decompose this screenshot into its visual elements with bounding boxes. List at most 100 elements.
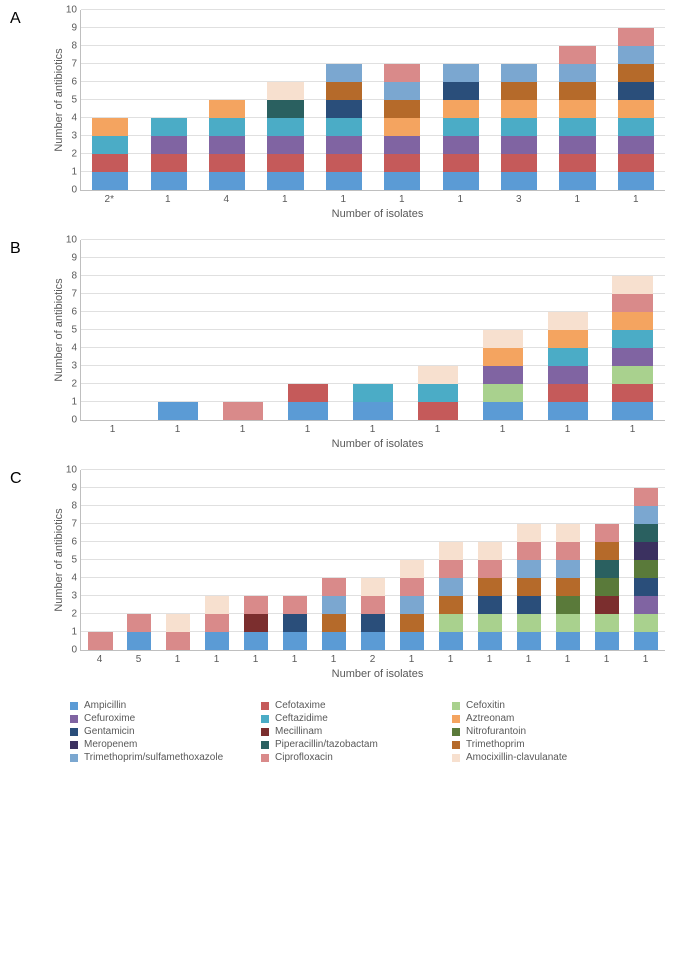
legend-swatch [261,715,269,723]
bar-segment-ceftazidime [443,118,479,136]
legend-item-piptazo: Piperacillin/tazobactam [261,739,444,750]
stacked-bar [283,596,307,650]
x-tick-label: 1 [80,421,145,435]
legend-label: Cefuroxime [84,713,135,724]
y-axis-title: Number of antibiotics [53,48,65,151]
bar-segment-aztreonam [209,100,245,118]
y-tick-label: 0 [71,185,81,196]
stacked-bar [158,402,198,420]
bar-slot [237,470,276,650]
bar-segment-trimethoprim [400,614,424,632]
stacked-bar [322,578,346,650]
bar-segment-cefuroxime [443,136,479,154]
bar-segment-meropenem [634,542,658,560]
stacked-bar [517,524,541,650]
bar-segment-gentamicin [618,82,654,100]
legend-item-cefoxitin: Cefoxitin [452,700,635,711]
bar-segment-cefotaxime [267,154,303,172]
bar-segment-aztreonam [92,118,128,136]
y-tick-label: 0 [71,645,81,656]
bar-segment-ciprofloxacin [88,632,112,650]
x-tick-label: 1 [548,191,607,205]
bar-segment-ciprofloxacin [223,402,263,420]
bar-slot [81,240,146,420]
bar-segment-amoxclav [267,82,303,100]
legend-label: Ceftazidime [275,713,328,724]
bar-slot [341,240,406,420]
bar-segment-cefoxitin [556,614,580,632]
bar-segment-tmpsmx [618,46,654,64]
bars-container [81,240,665,420]
stacked-bar [88,632,112,650]
y-tick-label: 1 [71,167,81,178]
x-tick-label: 1 [139,191,198,205]
bar-segment-ampicillin [517,632,541,650]
bar-segment-trimethoprim [595,542,619,560]
bar-segment-amoxclav [205,596,229,614]
bar-segment-aztreonam [548,330,588,348]
bar-segment-piptazo [634,524,658,542]
panel-B: BNumber of antibiotics012345678910111111… [10,240,675,450]
legend-label: Amocixillin-clavulanate [466,752,567,763]
bar-slot [211,240,276,420]
bar-slot [256,10,314,190]
y-tick-label: 5 [71,325,81,336]
x-tick-label: 1 [431,651,470,665]
bar-segment-amoxclav [400,560,424,578]
bar-segment-cefoxitin [478,614,502,632]
y-tick-label: 9 [71,23,81,34]
bar-segment-ceftazidime [559,118,595,136]
y-axis-title: Number of antibiotics [53,278,65,381]
bar-segment-cefoxitin [595,614,619,632]
bar-segment-cefotaxime [151,154,187,172]
bar-segment-ampicillin [634,632,658,650]
bar-segment-trimethoprim [439,596,463,614]
bar-segment-tmpsmx [559,64,595,82]
x-tick-label: 1 [314,651,353,665]
stacked-bar [400,560,424,650]
bar-slot [626,470,665,650]
bar-segment-trimethoprim [501,82,537,100]
bar-segment-cefuroxime [326,136,362,154]
bar-segment-cefotaxime [209,154,245,172]
bar-segment-cefuroxime [267,136,303,154]
stacked-bar [478,542,502,650]
legend-swatch [452,754,460,762]
bar-segment-ciprofloxacin [384,64,420,82]
bar-segment-tmpsmx [501,64,537,82]
bar-segment-amoxclav [478,542,502,560]
bar-segment-ceftazidime [326,118,362,136]
bar-segment-cefotaxime [384,154,420,172]
legend-swatch [261,728,269,736]
stacked-bar [439,542,463,650]
bar-segment-tmpsmx [384,82,420,100]
bar-slot [405,240,470,420]
legend-item-mecillinam: Mecillinam [261,726,444,737]
legend-item-cefotaxime: Cefotaxime [261,700,444,711]
bar-segment-amoxclav [556,524,580,542]
y-tick-label: 9 [71,253,81,264]
bar-segment-nitrofurantoin [595,578,619,596]
bar-segment-cefotaxime [559,154,595,172]
stacked-bar [559,46,595,190]
stacked-bar [634,488,658,650]
bar-segment-cefotaxime [92,154,128,172]
legend-item-ciprofloxacin: Ciprofloxacin [261,752,444,763]
bar-segment-gentamicin [634,578,658,596]
x-tick-label: 1 [431,191,490,205]
bar-segment-cefoxitin [634,614,658,632]
panel-C: CNumber of antibiotics012345678910451111… [10,470,675,680]
legend-swatch [261,741,269,749]
bar-segment-ampicillin [483,402,523,420]
bar-slot [393,470,432,650]
x-tick-label: 1 [392,651,431,665]
bar-segment-tmpsmx [326,64,362,82]
bar-segment-cefuroxime [618,136,654,154]
stacked-bar [483,330,523,420]
bar-segment-amoxclav [166,614,190,632]
bar-slot [431,470,470,650]
y-tick-label: 6 [71,307,81,318]
y-tick-label: 2 [71,379,81,390]
bar-slot [535,240,600,420]
bar-segment-tmpsmx [517,560,541,578]
